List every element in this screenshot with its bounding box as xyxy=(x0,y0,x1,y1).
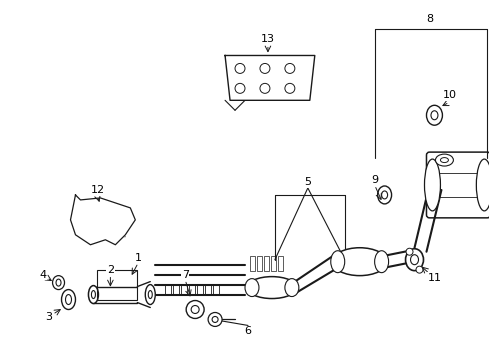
Bar xyxy=(205,285,211,294)
Ellipse shape xyxy=(426,105,442,125)
Bar xyxy=(250,256,255,271)
Ellipse shape xyxy=(89,285,98,303)
Ellipse shape xyxy=(406,248,413,255)
Text: 9: 9 xyxy=(371,175,378,185)
Ellipse shape xyxy=(247,276,297,298)
Ellipse shape xyxy=(332,248,387,276)
Text: 11: 11 xyxy=(427,273,441,283)
Polygon shape xyxy=(71,195,135,245)
Text: 5: 5 xyxy=(304,177,311,187)
Text: 7: 7 xyxy=(182,270,189,280)
Ellipse shape xyxy=(92,291,96,298)
Ellipse shape xyxy=(331,251,345,273)
Text: 10: 10 xyxy=(442,90,456,100)
Bar xyxy=(165,285,171,294)
Polygon shape xyxy=(225,55,315,100)
Ellipse shape xyxy=(436,154,453,166)
Ellipse shape xyxy=(62,289,75,310)
Ellipse shape xyxy=(285,279,299,297)
Text: 8: 8 xyxy=(426,14,433,24)
Bar xyxy=(257,256,262,271)
Bar xyxy=(271,256,276,271)
Ellipse shape xyxy=(52,276,65,289)
Text: 2: 2 xyxy=(107,265,114,275)
Text: 3: 3 xyxy=(45,312,52,323)
Bar xyxy=(189,285,195,294)
Ellipse shape xyxy=(378,186,392,204)
Ellipse shape xyxy=(406,249,423,271)
Bar xyxy=(197,285,203,294)
Text: 13: 13 xyxy=(261,33,275,44)
Bar xyxy=(173,285,179,294)
Ellipse shape xyxy=(416,266,423,273)
Ellipse shape xyxy=(148,291,152,298)
Text: 1: 1 xyxy=(135,253,142,263)
Ellipse shape xyxy=(424,159,441,211)
Ellipse shape xyxy=(245,279,259,297)
Bar xyxy=(264,256,269,271)
Ellipse shape xyxy=(186,301,204,319)
Ellipse shape xyxy=(145,285,155,305)
Ellipse shape xyxy=(375,251,389,273)
Text: 4: 4 xyxy=(39,270,46,280)
Text: 6: 6 xyxy=(245,327,251,336)
Text: 12: 12 xyxy=(90,185,104,195)
Bar xyxy=(181,285,187,294)
Ellipse shape xyxy=(208,312,222,327)
Bar xyxy=(213,285,219,294)
Bar xyxy=(98,270,137,300)
Ellipse shape xyxy=(476,159,490,211)
Bar xyxy=(278,256,283,271)
